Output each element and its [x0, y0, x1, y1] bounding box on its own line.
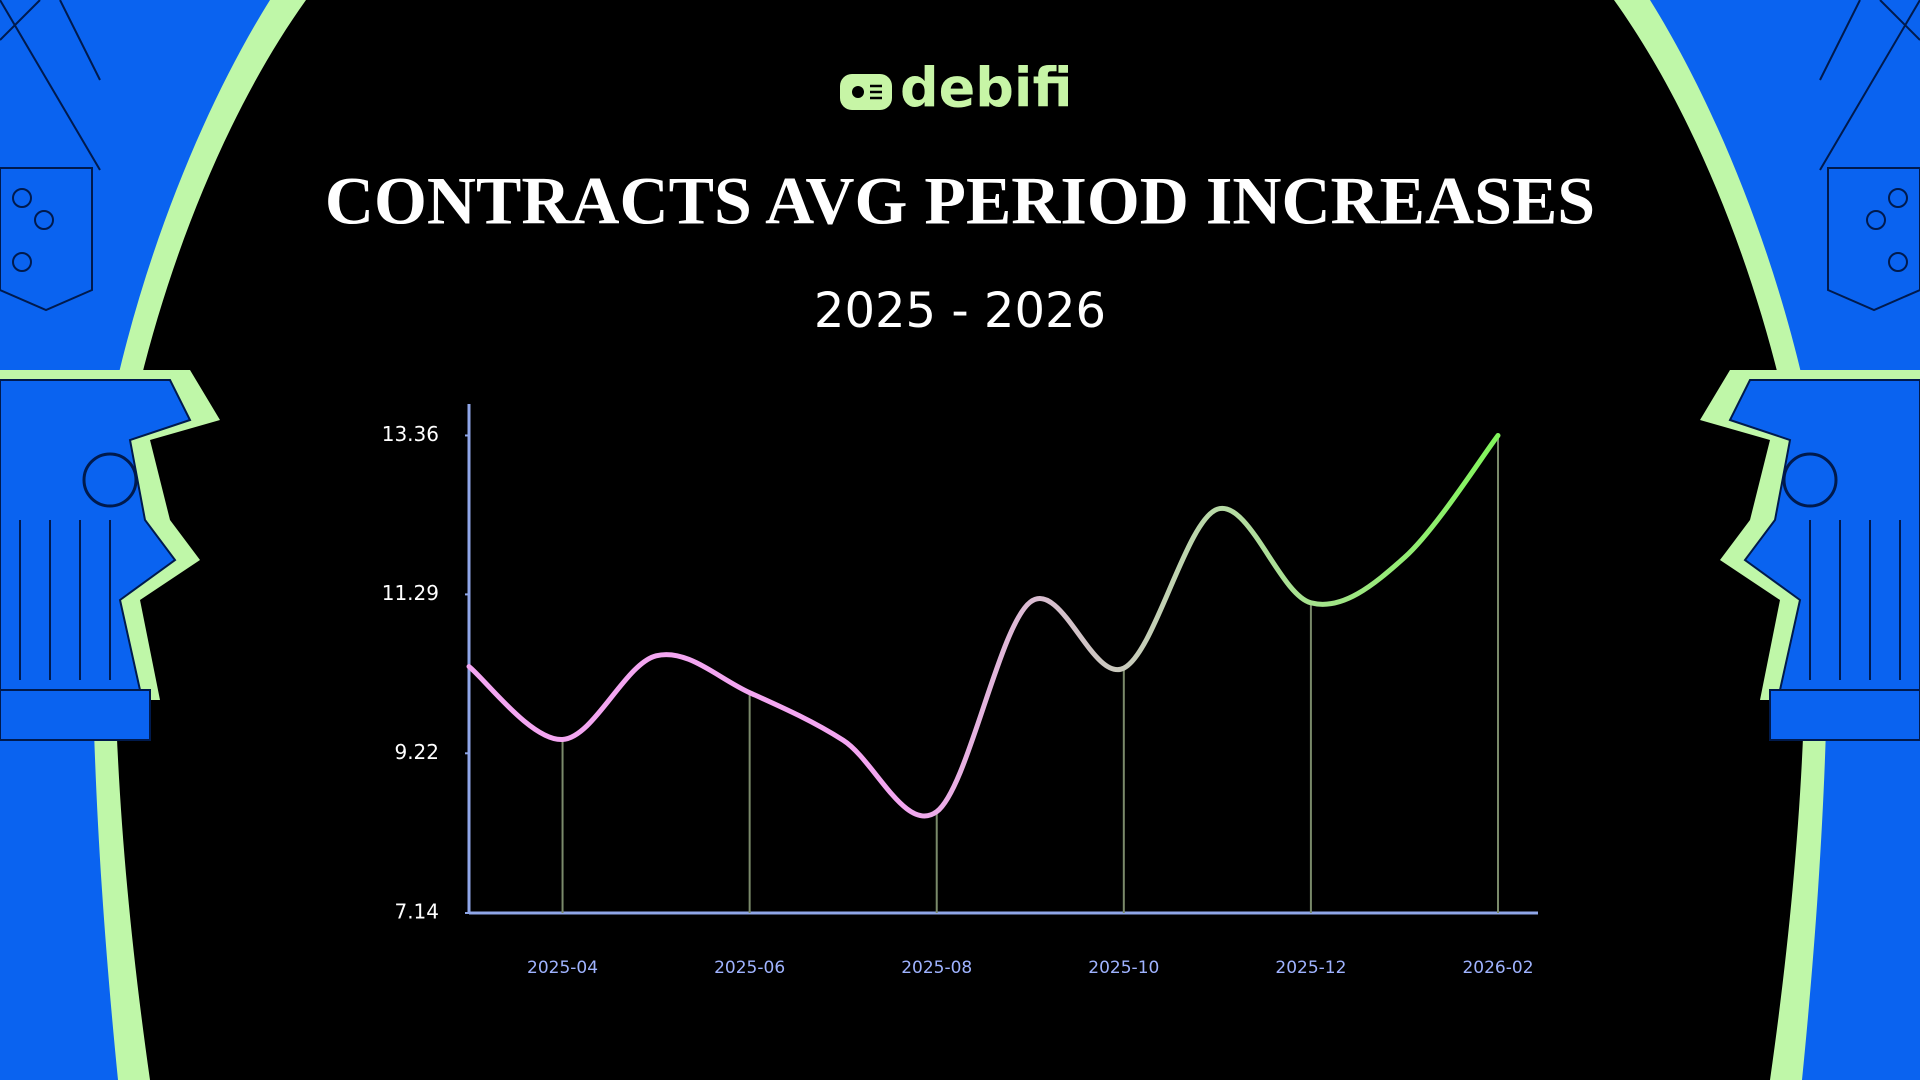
chart-title: CONTRACTS AVG PERIOD INCREASES — [325, 163, 1595, 239]
right-column-decor — [1614, 0, 1920, 1080]
x-tick-label: 2025-04 — [527, 958, 598, 978]
brand-name: debifi — [900, 57, 1072, 120]
x-tick-label: 2026-02 — [1462, 958, 1533, 978]
x-tick-label: 2025-08 — [901, 958, 972, 978]
x-tick-label: 2025-10 — [1088, 958, 1159, 978]
y-tick-label: 9.22 — [394, 740, 439, 764]
left-column-decor — [0, 0, 306, 1080]
x-tick-label: 2025-12 — [1275, 958, 1346, 978]
data-line — [466, 432, 1501, 819]
y-tick-label: 11.29 — [382, 581, 439, 605]
logo: debifi — [840, 57, 1072, 120]
x-tick-label: 2025-06 — [714, 958, 785, 978]
y-tick-label: 7.14 — [394, 900, 439, 924]
y-tick-label: 13.36 — [382, 422, 439, 446]
chart-subtitle: 2025 - 2026 — [814, 283, 1106, 339]
